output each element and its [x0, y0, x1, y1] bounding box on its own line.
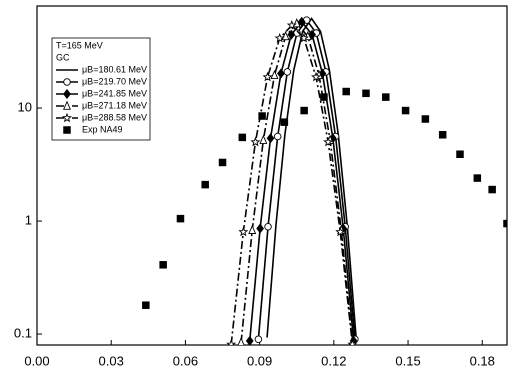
series	[142, 87, 507, 309]
legend-title: GC	[56, 52, 70, 62]
marker	[503, 219, 507, 228]
marker	[311, 71, 322, 82]
marker	[347, 339, 358, 345]
marker	[63, 78, 71, 86]
marker	[266, 133, 275, 144]
marker	[283, 68, 292, 76]
marker	[238, 133, 247, 142]
marker	[245, 335, 254, 345]
legend-box	[51, 37, 151, 141]
legend-label: Exp NA49	[82, 124, 123, 134]
marker	[277, 68, 285, 79]
marker	[254, 335, 263, 343]
marker	[176, 214, 185, 223]
marker	[226, 339, 237, 345]
y-tick-label: 1	[25, 212, 32, 227]
series	[266, 17, 357, 338]
marker	[63, 88, 71, 100]
series-line	[248, 20, 355, 341]
marker	[250, 136, 261, 147]
marker	[342, 87, 350, 96]
legend: T=165 MeV GC μB=180.61 MeV μB=219.70 MeV μB=…	[51, 37, 151, 141]
marker	[270, 69, 279, 80]
marker	[456, 150, 464, 159]
series-line	[230, 24, 354, 345]
marker	[488, 185, 496, 194]
marker	[298, 32, 309, 43]
marker	[281, 30, 290, 41]
marker	[238, 226, 249, 237]
legend-label: μB=271.18 MeV	[82, 100, 147, 110]
marker	[320, 93, 328, 101]
x-tick-label: 0.15	[395, 353, 420, 368]
marker	[218, 158, 227, 167]
x-tick-label: 0.03	[99, 353, 124, 368]
y-tick-label: 0.1	[14, 325, 32, 340]
x-tick-label: 0.09	[247, 353, 272, 368]
marker	[248, 224, 257, 234]
x-tick-label: 0.18	[470, 353, 495, 368]
series-line	[257, 18, 356, 340]
marker	[274, 32, 285, 43]
marker	[259, 134, 268, 144]
marker	[201, 180, 209, 189]
marker	[421, 115, 430, 123]
marker	[323, 136, 334, 147]
legend-title: T=165 MeV	[56, 40, 103, 50]
marker	[473, 174, 482, 182]
marker	[63, 100, 71, 110]
marker	[335, 226, 346, 237]
legend-label: μB=288.58 MeV	[82, 112, 147, 122]
series-line	[240, 22, 354, 343]
marker	[61, 112, 73, 123]
legend-label: μB=180.61 MeV	[82, 64, 147, 74]
legend-label: μB=219.70 MeV	[82, 76, 147, 86]
marker	[286, 20, 297, 30]
legend-label: μB=241.85 MeV	[82, 88, 147, 98]
series	[226, 20, 358, 345]
marker	[262, 71, 273, 82]
marker	[297, 16, 306, 27]
marker	[256, 223, 264, 234]
x-tick-label: 0.06	[173, 353, 198, 368]
marker	[438, 131, 447, 139]
marker	[362, 89, 370, 98]
marker	[264, 223, 272, 231]
marker	[237, 337, 245, 345]
marker	[142, 301, 150, 309]
marker	[159, 261, 167, 269]
series-line	[266, 17, 357, 338]
marker	[280, 118, 289, 126]
marker	[258, 112, 266, 120]
marker	[300, 106, 308, 115]
x-tick-label: 0.00	[24, 353, 49, 368]
marker	[63, 126, 71, 134]
marker	[382, 93, 390, 101]
series	[254, 16, 359, 343]
y-tick-label: 10	[18, 99, 32, 114]
x-tick-label: 0.12	[321, 353, 346, 368]
marker	[273, 132, 282, 141]
marker	[401, 106, 410, 115]
plot-frame	[36, 5, 508, 346]
